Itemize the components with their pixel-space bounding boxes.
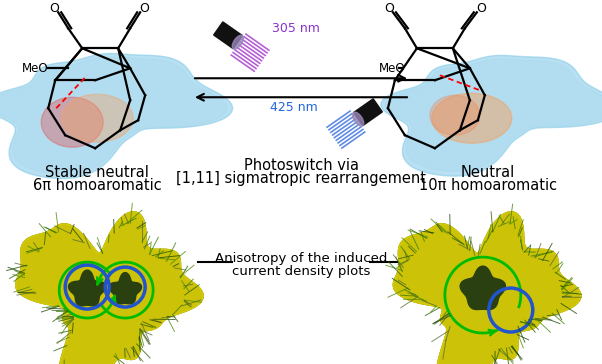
Ellipse shape [353, 112, 364, 126]
Polygon shape [460, 266, 506, 309]
Text: MeO: MeO [379, 62, 406, 75]
Ellipse shape [232, 35, 244, 49]
Text: 10π homoaromatic: 10π homoaromatic [419, 178, 557, 193]
Ellipse shape [61, 94, 133, 142]
Polygon shape [381, 55, 602, 176]
Text: 425 nm: 425 nm [270, 101, 318, 114]
Polygon shape [69, 270, 106, 306]
Text: MeO: MeO [22, 62, 49, 75]
Text: Anisotropy of the induced: Anisotropy of the induced [215, 252, 387, 265]
Polygon shape [16, 212, 203, 364]
Ellipse shape [430, 95, 480, 135]
Text: O: O [139, 2, 149, 15]
Text: Stable neutral: Stable neutral [45, 165, 149, 180]
Polygon shape [109, 273, 141, 304]
Polygon shape [393, 212, 581, 364]
Polygon shape [16, 212, 203, 364]
Polygon shape [393, 212, 581, 364]
Text: [1,11] sigmatropic rearrangement: [1,11] sigmatropic rearrangement [176, 171, 426, 186]
Ellipse shape [42, 97, 103, 147]
Text: O: O [476, 2, 486, 15]
Text: O: O [49, 2, 59, 15]
Polygon shape [385, 59, 602, 171]
Text: O: O [384, 2, 394, 15]
Text: Photoswitch via: Photoswitch via [243, 158, 359, 173]
Polygon shape [393, 212, 581, 364]
Polygon shape [353, 99, 382, 126]
Polygon shape [16, 212, 203, 364]
Polygon shape [214, 22, 243, 49]
Text: current density plots: current density plots [232, 265, 370, 278]
Polygon shape [16, 212, 203, 364]
Ellipse shape [432, 93, 512, 143]
Text: 305 nm: 305 nm [272, 22, 320, 35]
Polygon shape [393, 212, 581, 364]
Text: Neutral: Neutral [461, 165, 515, 180]
Polygon shape [0, 54, 232, 179]
Text: 6π homoaromatic: 6π homoaromatic [33, 178, 161, 193]
Polygon shape [0, 57, 227, 174]
